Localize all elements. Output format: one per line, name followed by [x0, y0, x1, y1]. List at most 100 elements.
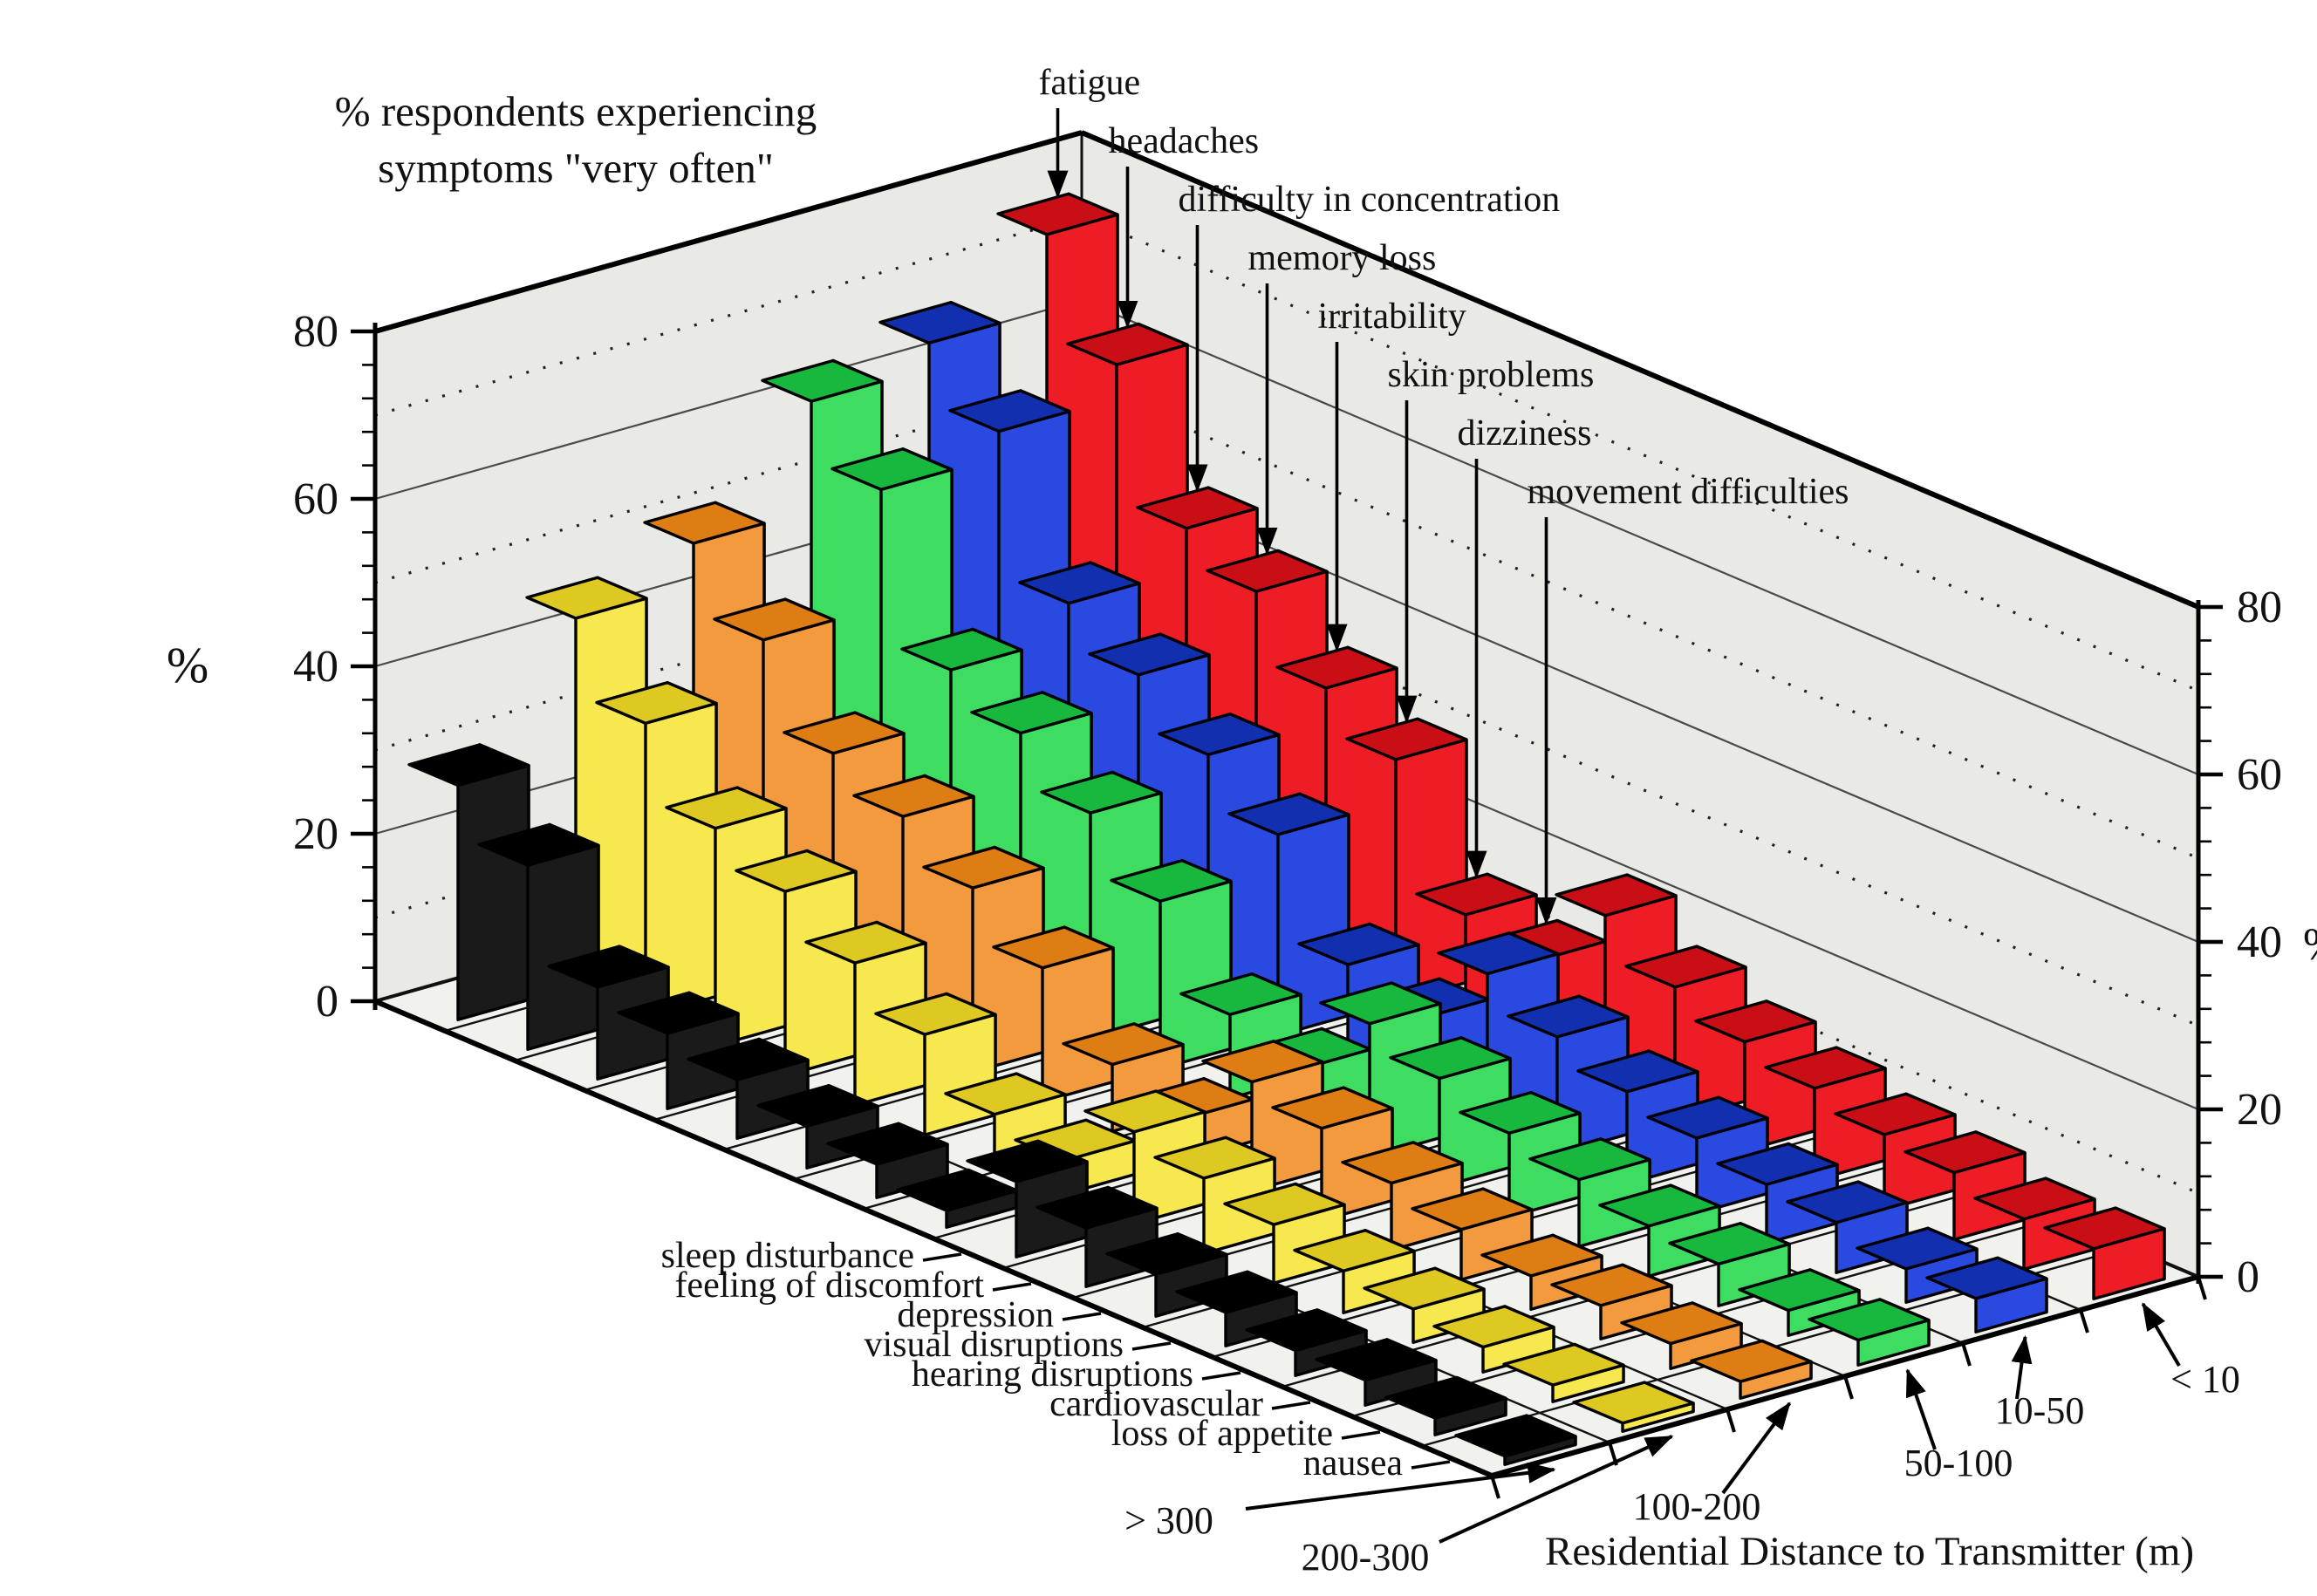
bar-top-face: [761, 358, 884, 403]
symptom-label-sleep-disturbance: sleep disturbance: [661, 1236, 914, 1276]
bar-top-face: [1105, 1231, 1228, 1277]
bar-top-face: [1925, 1256, 2048, 1300]
bar-top-face: [922, 845, 1045, 890]
bar-top-face: [1384, 1375, 1507, 1420]
bar-top-face: [525, 576, 648, 620]
bar-top-face: [643, 501, 766, 545]
distance-axis-tick: [2079, 1309, 2089, 1333]
bar-top-face: [1507, 994, 1630, 1039]
bar-top-face: [1062, 1022, 1185, 1067]
bar-top-face: [1528, 1137, 1651, 1182]
bar-feeling-of-discomfort-50-100: [1389, 1036, 1512, 1190]
bar-nausea-200-300: [1572, 1381, 1695, 1434]
bar-top-face: [1223, 1182, 1346, 1226]
bar-loss-of-appetite-50-100: [1738, 1268, 1861, 1338]
chart-title-line2: symptoms "very often": [378, 143, 774, 192]
bar-top-face: [944, 1072, 1067, 1116]
left-axis-tick-label-40: 40: [293, 642, 338, 692]
top-label-fatigue: fatigue: [1039, 63, 1141, 103]
bar-top-face: [1341, 1141, 1464, 1185]
top-label-difficulty-in-concentration: difficulty in concentration: [1179, 180, 1561, 220]
bar-top-face: [1297, 922, 1420, 966]
bar-cardiovascular-200-300: [1432, 1305, 1555, 1374]
top-label-irritability: irritability: [1318, 297, 1466, 337]
symptom-label-tick: [1131, 1341, 1172, 1351]
left-axis-tick-label-0: 0: [316, 977, 338, 1026]
bar-top-face: [2043, 1206, 2166, 1251]
bar-top-face: [1040, 770, 1163, 815]
bar-top-face: [1690, 1339, 1813, 1383]
bar-top-face: [826, 1122, 949, 1166]
bar-top-face: [1620, 1301, 1743, 1346]
left-axis-tick-label-80: 80: [293, 307, 338, 357]
chart-title: % respondents experiencing symptoms "ver…: [209, 84, 942, 196]
bar-top-face: [617, 991, 740, 1035]
bar-top-face: [1808, 1298, 1931, 1342]
bar-nausea-10-50: [1925, 1256, 2048, 1334]
bar-top-face: [783, 711, 906, 755]
symptom-label-tick: [992, 1282, 1032, 1292]
symptom-label-tick: [1411, 1460, 1451, 1470]
bar-dizziness->300: [826, 1122, 949, 1200]
bar-top-face: [1555, 873, 1678, 917]
bar-front-face: [1041, 946, 1115, 1104]
symptom-label-depression: depression: [897, 1295, 1054, 1335]
distance-axis-tick: [1490, 1475, 1500, 1499]
right-axis-tick-label-60: 60: [2237, 750, 2282, 800]
symptom-label-loss-of-appetite: loss of appetite: [1111, 1414, 1333, 1454]
bar-top-face: [1432, 1305, 1555, 1349]
left-wall-top-edge: [374, 130, 1083, 334]
bar-top-face: [966, 1139, 1089, 1183]
bar-top-face: [896, 1168, 1019, 1212]
bar-top-face: [1018, 561, 1141, 605]
bar-top-face: [713, 597, 836, 642]
bar-top-face: [547, 945, 670, 989]
bar-top-face: [1834, 1092, 1957, 1136]
bar-skin-problems-100-200: [992, 925, 1115, 1104]
bar-top-face: [1227, 792, 1350, 836]
distance-band-labels: > 300 200-300 100-200 50-100 10-50 < 10: [1124, 1302, 2240, 1579]
distance-label-arrow-200-300: [1439, 1435, 1674, 1544]
top-label-dizziness: dizziness: [1458, 413, 1592, 454]
distance-label-arrow-<10: [2141, 1302, 2181, 1368]
bar-top-face: [1598, 1183, 1721, 1228]
bar-hearing-disruptions->300: [1245, 1308, 1368, 1378]
bar-top-face: [1271, 1086, 1394, 1130]
top-label-skin-problems: skin problems: [1388, 355, 1595, 395]
bars: [407, 192, 2166, 1467]
top-label-headaches: headaches: [1109, 121, 1260, 161]
bar-top-face: [407, 743, 530, 788]
bar-top-face: [992, 925, 1115, 970]
bar-top-face: [1179, 972, 1302, 1017]
bar-top-face: [948, 389, 1071, 433]
symptom-label-tick: [1271, 1401, 1311, 1410]
bar-difficulty-in-concentration-200-300: [665, 786, 788, 1048]
bar-loss-of-appetite->300: [1384, 1375, 1507, 1437]
bar-top-face: [1480, 1233, 1603, 1278]
bar-cardiovascular-100-200: [1550, 1263, 1673, 1341]
distance-axis-tick: [1843, 1375, 1854, 1400]
bar-top-face: [900, 627, 1023, 672]
bar-top-face: [1110, 859, 1233, 904]
right-axis-tick-label-80: 80: [2237, 583, 2282, 632]
bar-top-face: [1201, 1040, 1324, 1084]
bar-top-face: [804, 920, 927, 965]
bar-top-face: [1245, 1308, 1368, 1353]
distance-label-arrow-10-50: [2011, 1335, 2033, 1400]
distance-label-arrow-50-100: [1905, 1368, 1937, 1450]
bar-top-face: [1136, 486, 1259, 530]
bar-cardiovascular->300: [1315, 1338, 1438, 1408]
bar-top-face: [1088, 632, 1211, 677]
symptom-label-visual-disruptions: visual disruptions: [864, 1325, 1124, 1365]
bar-top-face: [1624, 945, 1747, 989]
bar-top-face: [1668, 1221, 1791, 1266]
right-axis: 0 20 40 60 80%: [2196, 583, 2317, 1302]
left-axis-tick-label-60: 60: [293, 474, 338, 524]
bar-top-face: [878, 301, 1001, 344]
distance-label-50-100: 50-100: [1904, 1442, 2013, 1484]
symptom-label-nausea: nausea: [1303, 1443, 1404, 1483]
bar-top-face: [1786, 1180, 1909, 1224]
bar-top-face: [1646, 1095, 1769, 1140]
